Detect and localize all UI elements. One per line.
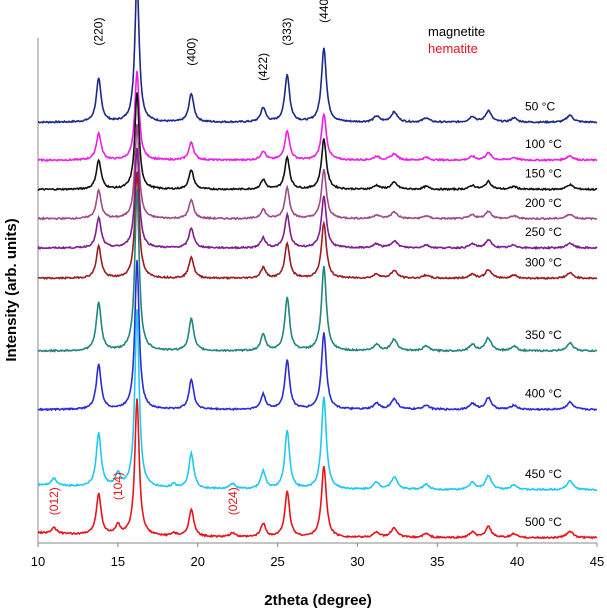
x-tick-label: 40 <box>510 554 524 569</box>
x-axis-title: 2theta (degree) <box>264 592 372 609</box>
series-label: 50 °C <box>525 99 555 113</box>
series-label: 200 °C <box>525 196 562 210</box>
series-label: 300 °C <box>525 255 562 269</box>
series-label: 150 °C <box>525 167 562 181</box>
x-tick-label: 35 <box>430 554 444 569</box>
series-line-500c <box>37 398 598 540</box>
series-line-200c <box>37 124 598 221</box>
x-tick-label: 10 <box>31 554 45 569</box>
x-tick-label: 15 <box>111 554 125 569</box>
series-layer <box>37 0 598 540</box>
series-line-350c <box>37 188 598 353</box>
series-label: 350 °C <box>525 328 562 342</box>
hematite-peak-label: (024) <box>226 487 240 515</box>
x-tick-label: 30 <box>350 554 364 569</box>
series-line-150c <box>37 92 598 192</box>
series-label: 400 °C <box>525 387 562 401</box>
series-label: 500 °C <box>525 515 562 529</box>
legend-hematite: hematite <box>428 41 478 56</box>
series-label: 100 °C <box>525 137 562 151</box>
magnetite-peak-label: (400) <box>184 38 198 66</box>
hematite-peak-label: (104) <box>111 472 125 500</box>
series-label: 250 °C <box>525 225 562 239</box>
x-ticks: 10 15 20 25 30 35 40 45 <box>31 543 604 569</box>
y-axis-title: Intensity (arb. units) <box>3 218 20 361</box>
x-tick-label: 20 <box>190 554 204 569</box>
series-label: 450 °C <box>525 467 562 481</box>
magnetite-peak-label: (220) <box>92 18 106 46</box>
series-line-250c <box>37 147 598 251</box>
x-tick-label: 25 <box>270 554 284 569</box>
series-line-50c <box>37 0 598 125</box>
series-line-300c <box>37 171 598 281</box>
magnetite-peak-label: (422) <box>256 53 270 81</box>
series-line-100c <box>37 71 598 163</box>
magnetite-peak-label: (440) <box>317 0 331 23</box>
peak-labels: (220)(311)(400)(422)(333)(440)(012)(104)… <box>47 0 331 515</box>
series-labels: 50 °C 100 °C 150 °C 200 °C 250 °C 300 °C 350 °… <box>525 99 562 529</box>
magnetite-peak-label: (333) <box>280 18 294 46</box>
hematite-peak-label: (012) <box>47 487 61 515</box>
series-line-400c <box>37 260 598 412</box>
legend-magnetite: magnetite <box>428 24 485 39</box>
series-line-450c <box>37 309 597 492</box>
x-tick-label: 45 <box>590 554 604 569</box>
